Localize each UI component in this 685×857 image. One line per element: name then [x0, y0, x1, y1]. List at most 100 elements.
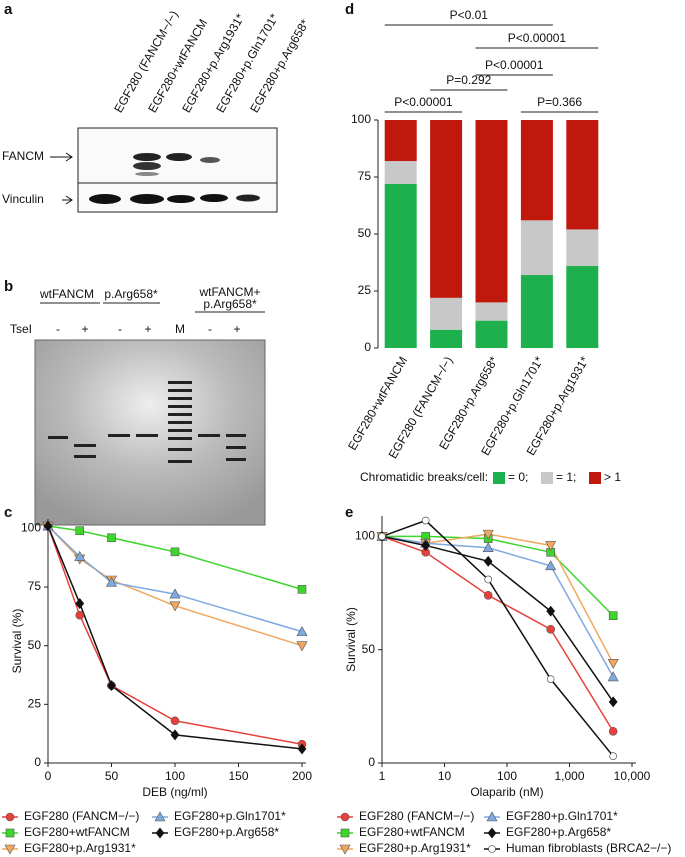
significance-label: P=0.292: [446, 73, 491, 87]
gel-group-label: wtFANCM: [39, 287, 94, 301]
bar-segment: [520, 275, 553, 348]
gel-enzyme: TseI: [10, 322, 32, 336]
legend-label: EGF280+p.Gln1701*: [174, 809, 286, 823]
significance-label: P<0.00001: [485, 58, 544, 72]
marker: [484, 575, 492, 584]
marker: [5, 828, 15, 838]
legend-label: EGF280+p.Arg1931*: [359, 841, 471, 855]
marker: [378, 532, 386, 541]
bar-segment: [520, 220, 553, 276]
bar-segment: [384, 183, 417, 348]
legend-label: EGF280+p.Arg658*: [506, 825, 611, 839]
y-tick-label: 25: [28, 697, 42, 711]
y-axis-label: Survival (%): [10, 609, 24, 674]
gel-lane-label: +: [144, 322, 151, 336]
series-line: [381, 519, 614, 757]
marker: [155, 827, 165, 839]
x-axis-label: Olaparib (nM): [470, 785, 543, 799]
marker: [545, 560, 557, 571]
y-tick-label: 100: [351, 112, 371, 126]
significance-label: P<0.01: [450, 8, 489, 22]
bar-segment: [475, 320, 508, 348]
marker: [169, 588, 181, 599]
marker: [482, 529, 494, 540]
marker: [297, 743, 307, 755]
y-tick-label: 50: [362, 642, 376, 656]
significance-label: P=0.366: [537, 95, 582, 109]
legend-swatch: [589, 472, 601, 484]
legend-swatch: [541, 472, 553, 484]
series-line: [381, 535, 614, 732]
gel-group-label: p.Arg658*: [203, 297, 257, 311]
legend-label: EGF280+p.Gln1701*: [506, 809, 618, 823]
x-tick-label: 50: [105, 769, 119, 783]
y-tick-label: 25: [358, 283, 372, 297]
legend-label: = 0;: [508, 470, 528, 484]
marker: [546, 605, 556, 617]
marker: [421, 539, 431, 551]
marker: [4, 844, 16, 855]
bar-segment: [384, 161, 417, 184]
x-tick-label: 100: [165, 769, 185, 783]
y-tick-label: 50: [358, 226, 372, 240]
gel-lane-label: +: [233, 322, 240, 336]
marker: [170, 729, 180, 741]
marker: [107, 533, 116, 543]
marker: [105, 576, 118, 587]
legend-label: EGF280+p.Arg658*: [174, 825, 279, 839]
x-tick-label: 10,000: [614, 769, 651, 783]
marker: [486, 811, 498, 822]
marker: [482, 542, 494, 553]
marker: [154, 811, 166, 822]
significance-label: P<0.00001: [508, 31, 567, 45]
marker: [5, 812, 15, 822]
legend-title: Chromatidic breaks/cell:: [360, 470, 488, 484]
bar-segment: [430, 120, 463, 298]
x-tick-label: 10: [438, 769, 452, 783]
x-tick-label: 200: [292, 769, 312, 783]
series-line: [47, 525, 303, 750]
legend-label: EGF280+wtFANCM: [359, 825, 465, 839]
lane-label: EGF280+p.Gln1701*: [213, 11, 281, 115]
panel-label: e: [345, 504, 353, 521]
gel-image: [34, 302, 266, 526]
bar-segment: [430, 329, 463, 348]
gel-lane-label: -: [56, 322, 60, 336]
marker: [75, 610, 85, 620]
marker: [607, 658, 619, 669]
marker: [339, 844, 351, 855]
bar-segment: [475, 120, 508, 303]
gel-lane-label: -: [118, 322, 122, 336]
legend-label: = 1;: [556, 470, 576, 484]
marker: [296, 625, 308, 636]
blot-row-label: Vinculin: [2, 192, 44, 206]
marker: [608, 696, 618, 708]
gel-lane-label: +: [81, 322, 88, 336]
marker: [75, 526, 85, 536]
gel-group-label: p.Arg658*: [104, 287, 158, 301]
bar-segment: [475, 302, 508, 321]
marker: [483, 591, 493, 600]
y-tick-label: 75: [28, 579, 42, 593]
series-line: [381, 535, 614, 678]
legend-label: EGF280+wtFANCM: [24, 825, 130, 839]
x-tick-label: 1: [379, 769, 386, 783]
lane-label: EGF280+p.Arg1931*: [179, 11, 247, 115]
x-tick-label: 0: [45, 769, 52, 783]
marker: [107, 680, 116, 692]
marker: [608, 726, 618, 736]
marker: [340, 828, 350, 838]
marker: [74, 550, 86, 561]
y-tick-label: 0: [34, 755, 41, 769]
blot-row-label: FANCM: [2, 149, 44, 163]
y-tick-label: 75: [358, 169, 372, 183]
marker: [421, 516, 430, 525]
marker: [488, 845, 496, 853]
panel-label: d: [345, 1, 354, 18]
bar-segment: [520, 120, 553, 221]
bar-segment: [566, 229, 599, 266]
marker: [75, 597, 85, 609]
bar-segment: [566, 120, 599, 230]
western-blot: [50, 127, 278, 213]
series-line: [47, 525, 303, 745]
